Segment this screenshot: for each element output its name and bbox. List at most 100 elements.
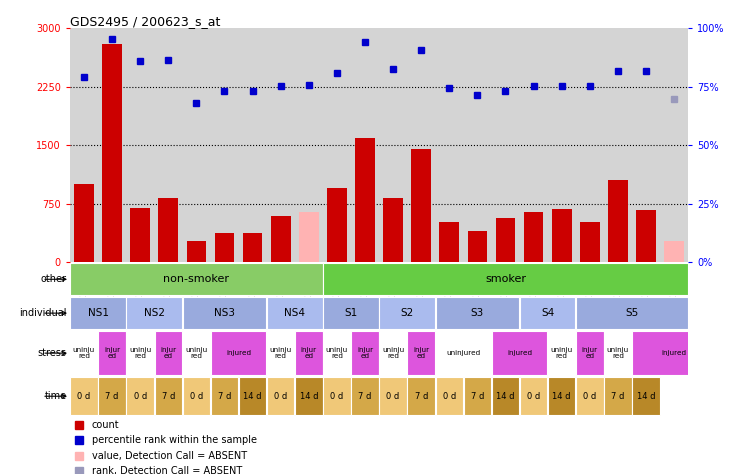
Bar	[520, 297, 576, 329]
Bar	[99, 331, 126, 375]
Bar	[636, 210, 656, 262]
Bar	[632, 377, 659, 415]
Bar	[210, 331, 266, 375]
Bar	[238, 377, 266, 415]
Text: S5: S5	[626, 308, 639, 318]
Bar	[183, 377, 210, 415]
Text: time: time	[45, 391, 67, 401]
Bar	[74, 184, 93, 262]
Bar	[608, 181, 628, 262]
Bar	[70, 377, 98, 415]
Bar	[295, 377, 322, 415]
Text: injur
ed: injur ed	[301, 347, 316, 359]
Bar	[323, 377, 350, 415]
Text: 0 d: 0 d	[583, 392, 596, 401]
Bar	[548, 331, 576, 375]
Text: uninju
red: uninju red	[73, 347, 95, 359]
Text: uninju
red: uninju red	[326, 347, 348, 359]
Text: uninju
red: uninju red	[606, 347, 629, 359]
Text: 0 d: 0 d	[442, 392, 456, 401]
Bar	[186, 240, 206, 262]
Bar	[604, 377, 631, 415]
Bar	[495, 218, 515, 262]
Bar	[379, 297, 435, 329]
Text: 0 d: 0 d	[330, 392, 344, 401]
Text: percentile rank within the sample: percentile rank within the sample	[91, 435, 257, 445]
Text: other: other	[40, 274, 67, 284]
Bar	[355, 137, 375, 262]
Bar	[576, 297, 688, 329]
Bar	[383, 199, 403, 262]
Bar	[379, 331, 407, 375]
Text: 0 d: 0 d	[77, 392, 91, 401]
Bar	[210, 377, 238, 415]
Bar	[548, 377, 576, 415]
Bar	[183, 297, 266, 329]
Bar	[102, 44, 122, 262]
Bar	[271, 216, 291, 262]
Text: 14 d: 14 d	[300, 392, 318, 401]
Text: S3: S3	[471, 308, 484, 318]
Text: 0 d: 0 d	[274, 392, 287, 401]
Bar	[436, 331, 491, 375]
Bar	[464, 377, 491, 415]
Bar	[351, 377, 379, 415]
Text: injured: injured	[507, 350, 532, 356]
Bar	[408, 377, 435, 415]
Bar	[351, 331, 379, 375]
Bar	[327, 188, 347, 262]
Text: non-smoker: non-smoker	[163, 274, 230, 284]
Text: count: count	[91, 419, 119, 429]
Bar	[436, 297, 520, 329]
Text: GDS2495 / 200623_s_at: GDS2495 / 200623_s_at	[70, 16, 220, 28]
Text: S4: S4	[541, 308, 554, 318]
Text: 0 d: 0 d	[190, 392, 203, 401]
Bar	[183, 331, 210, 375]
Bar	[155, 331, 182, 375]
Bar	[604, 331, 631, 375]
Bar	[632, 331, 716, 375]
Bar	[267, 297, 322, 329]
Text: uninju
red: uninju red	[185, 347, 208, 359]
Text: uninju
red: uninju red	[551, 347, 573, 359]
Bar	[379, 377, 407, 415]
Text: injured: injured	[662, 350, 687, 356]
Text: injur
ed: injur ed	[581, 347, 598, 359]
Bar	[70, 297, 126, 329]
Bar	[267, 377, 294, 415]
Bar	[323, 297, 379, 329]
Bar	[130, 208, 150, 262]
Text: uninjured: uninjured	[446, 350, 481, 356]
Bar	[70, 331, 98, 375]
Text: 0 d: 0 d	[527, 392, 540, 401]
Text: injur
ed: injur ed	[357, 347, 373, 359]
Text: value, Detection Call = ABSENT: value, Detection Call = ABSENT	[91, 451, 247, 461]
Text: injur
ed: injur ed	[160, 347, 177, 359]
Text: NS2: NS2	[144, 308, 165, 318]
Bar	[243, 233, 263, 262]
Text: 0 d: 0 d	[133, 392, 146, 401]
Bar	[299, 212, 319, 262]
Bar	[576, 377, 604, 415]
Bar	[155, 377, 182, 415]
Text: uninju
red: uninju red	[269, 347, 291, 359]
Text: 7 d: 7 d	[611, 392, 625, 401]
Text: S2: S2	[400, 308, 414, 318]
Text: stress: stress	[38, 348, 67, 358]
Bar	[158, 199, 178, 262]
Text: uninju
red: uninju red	[129, 347, 152, 359]
Text: 7 d: 7 d	[358, 392, 372, 401]
Text: 14 d: 14 d	[244, 392, 262, 401]
Bar	[665, 240, 684, 262]
Bar	[70, 264, 322, 295]
Bar	[492, 377, 520, 415]
Bar	[492, 331, 548, 375]
Bar	[552, 210, 572, 262]
Bar	[467, 231, 487, 262]
Text: 14 d: 14 d	[637, 392, 655, 401]
Text: 7 d: 7 d	[414, 392, 428, 401]
Text: 14 d: 14 d	[496, 392, 514, 401]
Text: individual: individual	[19, 308, 67, 318]
Bar	[127, 377, 154, 415]
Text: S1: S1	[344, 308, 358, 318]
